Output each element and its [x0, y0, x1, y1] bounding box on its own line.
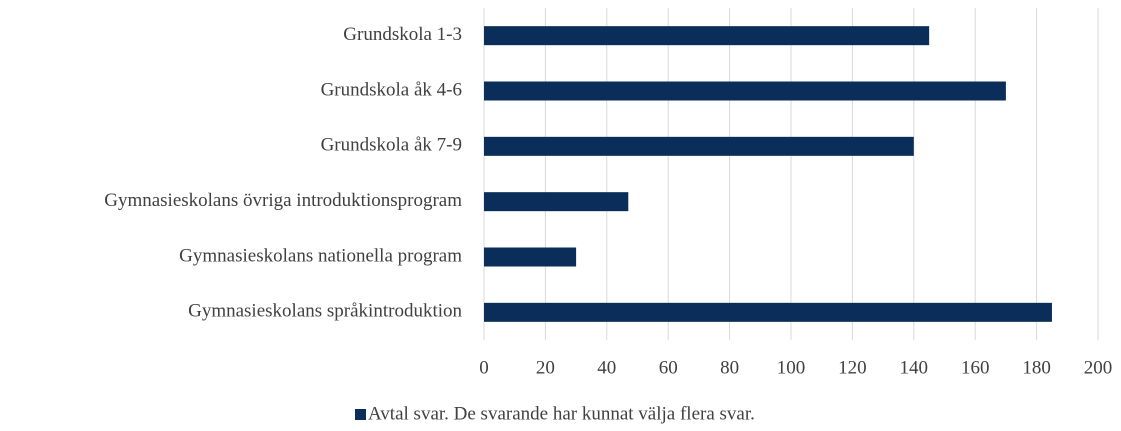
x-tick-label: 0 [479, 357, 489, 378]
bar [484, 81, 1006, 101]
y-tick-label: Gymnasieskolans språkintroduktion [188, 301, 462, 322]
x-tick-label: 140 [900, 357, 929, 378]
y-tick-label: Gymnasieskolans nationella program [179, 245, 462, 266]
bar [484, 192, 629, 212]
bar [484, 26, 930, 46]
bar [484, 302, 1052, 322]
y-tick-label: Grundskola åk 4-6 [321, 79, 462, 100]
x-tick-label: 100 [777, 357, 806, 378]
legend-swatch [355, 409, 366, 420]
bar [484, 136, 914, 156]
y-tick-label: Gymnasieskolans övriga introduktionsprog… [104, 190, 462, 211]
x-tick-label: 200 [1084, 357, 1113, 378]
x-tick-label: 40 [597, 357, 616, 378]
legend-label: Avtal svar. De svarande har kunnat välja… [368, 403, 755, 424]
x-tick-label: 120 [838, 357, 867, 378]
x-tick-label: 60 [659, 357, 678, 378]
x-tick-label: 20 [536, 357, 555, 378]
x-tick-label: 180 [1022, 357, 1051, 378]
y-tick-label: Grundskola 1-3 [343, 24, 462, 45]
y-tick-label: Grundskola åk 7-9 [321, 135, 462, 156]
bar [484, 247, 577, 267]
x-tick-label: 160 [961, 357, 990, 378]
x-tick-label: 80 [720, 357, 739, 378]
